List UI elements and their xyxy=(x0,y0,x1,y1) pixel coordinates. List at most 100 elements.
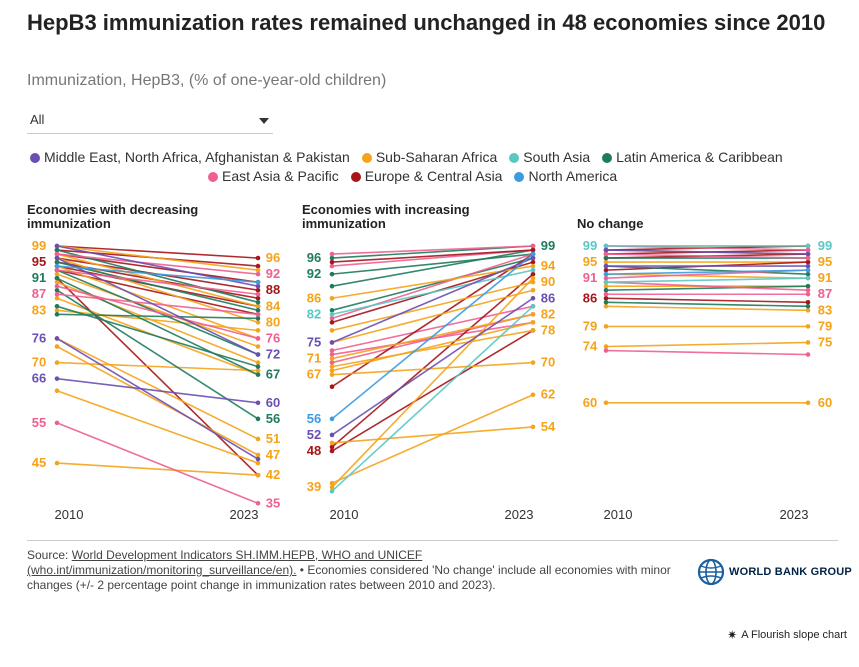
slope-line xyxy=(56,253,259,308)
chevron-down-icon xyxy=(259,118,269,124)
legend-label: South Asia xyxy=(523,149,591,165)
x-tick-label: 2023 xyxy=(780,507,809,522)
legend-label: Sub-Saharan Africa xyxy=(375,149,498,165)
data-point xyxy=(255,271,261,277)
data-point xyxy=(329,440,335,446)
data-point xyxy=(805,291,811,297)
legend-item[interactable]: Sub-Saharan Africa xyxy=(361,148,498,167)
slope-line xyxy=(605,281,809,292)
data-point xyxy=(603,275,609,281)
data-point xyxy=(54,263,60,269)
slope-line xyxy=(331,426,534,444)
data-point xyxy=(255,336,261,341)
data-point xyxy=(329,368,335,373)
slope-line xyxy=(331,361,534,376)
data-point xyxy=(603,348,609,353)
slope-line xyxy=(56,273,259,348)
source-link[interactable]: World Development Indicators SH.IMM.HEPB… xyxy=(27,548,423,577)
value-label-end: 72 xyxy=(266,347,280,362)
slope-line xyxy=(56,245,259,259)
value-label-start: 76 xyxy=(32,330,46,345)
footer-divider xyxy=(27,540,838,541)
legend-item[interactable]: Europe & Central Asia xyxy=(350,167,502,186)
legend-swatch xyxy=(361,152,372,163)
chart-panel: 9995918783767066554596928884807672676056… xyxy=(32,238,281,522)
slope-line xyxy=(331,277,534,488)
world-bank-logo: WORLD BANK GROUP xyxy=(697,558,852,586)
legend-label: Latin America & Caribbean xyxy=(616,149,783,165)
slope-line xyxy=(56,309,259,332)
data-point xyxy=(54,283,60,289)
slope-line xyxy=(605,285,809,292)
region-filter-dropdown[interactable]: All xyxy=(27,108,273,134)
slope-line xyxy=(605,297,809,304)
slope-line xyxy=(56,422,259,505)
data-point xyxy=(255,316,261,321)
data-point xyxy=(255,295,261,301)
slope-line xyxy=(605,305,809,312)
data-point xyxy=(329,348,335,353)
data-point xyxy=(603,263,609,269)
data-point xyxy=(603,291,609,297)
slope-line xyxy=(331,321,534,372)
data-point xyxy=(54,255,60,261)
legend: Middle East, North Africa, Afghanistan &… xyxy=(30,148,840,186)
data-point xyxy=(255,472,261,478)
data-point xyxy=(603,243,609,249)
value-label-start: 91 xyxy=(32,270,46,285)
legend-swatch xyxy=(350,171,361,182)
flourish-attribution[interactable]: ✷ A Flourish slope chart xyxy=(727,628,847,642)
data-point xyxy=(54,376,60,381)
data-point xyxy=(255,360,261,365)
value-label-end: 88 xyxy=(266,282,280,297)
legend-item[interactable]: Latin America & Caribbean xyxy=(602,148,783,167)
slope-line xyxy=(56,285,259,340)
value-label-end: 80 xyxy=(266,314,280,329)
data-point xyxy=(805,324,811,329)
value-label-start: 95 xyxy=(32,254,46,269)
data-point xyxy=(329,283,335,289)
legend-item[interactable]: Middle East, North Africa, Afghanistan &… xyxy=(30,148,350,167)
data-point xyxy=(329,312,335,317)
value-label-end: 92 xyxy=(266,266,280,281)
legend-item[interactable]: South Asia xyxy=(509,148,590,167)
value-label-end: 51 xyxy=(266,431,280,446)
data-point xyxy=(54,287,60,293)
value-label-start: 82 xyxy=(307,306,321,321)
value-label-end: 82 xyxy=(541,306,555,321)
slope-line xyxy=(605,349,809,356)
slope-line xyxy=(605,301,809,308)
value-label-end: 42 xyxy=(266,467,280,482)
slope-line xyxy=(56,253,259,275)
slope-line xyxy=(56,289,259,420)
data-point xyxy=(530,295,536,301)
chart-panel: 9692868275716756524839999490868278706254… xyxy=(307,238,556,522)
value-label-end: 84 xyxy=(266,298,281,313)
value-label-end: 79 xyxy=(818,318,832,333)
legend-item[interactable]: East Asia & Pacific xyxy=(208,167,339,186)
data-point xyxy=(255,400,261,406)
data-point xyxy=(603,267,609,273)
slope-line xyxy=(331,249,534,263)
data-point xyxy=(530,424,536,430)
slope-line xyxy=(605,277,809,283)
data-point xyxy=(805,400,811,406)
data-point xyxy=(329,316,335,321)
legend-swatch xyxy=(208,171,218,182)
data-point xyxy=(255,291,261,297)
data-point xyxy=(805,287,811,293)
data-point xyxy=(54,267,60,273)
value-label-end: 99 xyxy=(818,238,832,253)
data-point xyxy=(805,283,811,289)
value-label-start: 95 xyxy=(583,254,597,269)
legend-item[interactable]: North America xyxy=(514,167,617,186)
data-point xyxy=(255,308,261,313)
data-point xyxy=(255,364,261,369)
data-point xyxy=(255,500,261,506)
data-point xyxy=(329,308,335,313)
value-label-start: 56 xyxy=(307,411,321,426)
legend-row: Middle East, North Africa, Afghanistan &… xyxy=(30,148,840,167)
value-label-end: 90 xyxy=(541,274,555,289)
slope-line xyxy=(331,253,534,420)
